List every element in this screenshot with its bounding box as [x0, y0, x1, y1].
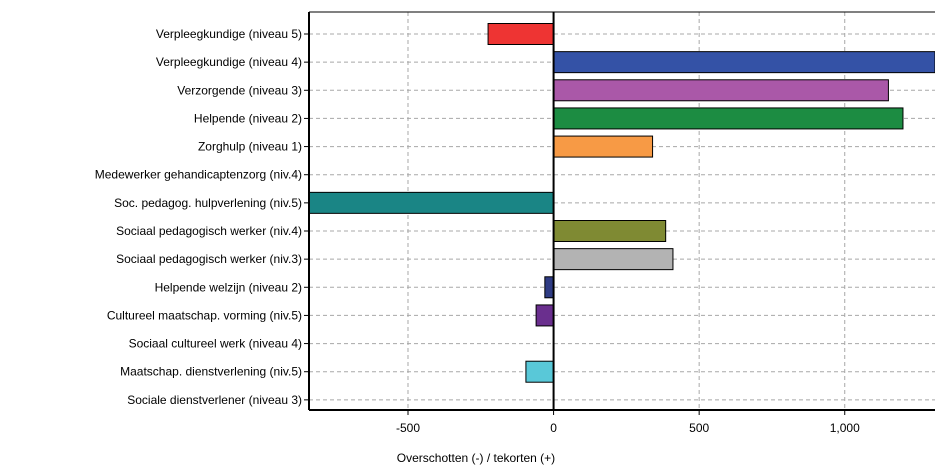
category-label: Medewerker gehandicaptenzorg (niv.4) [95, 168, 302, 182]
x-tick-label: -500 [396, 421, 420, 435]
bar [487, 23, 555, 45]
category-label: Verpleegkundige (niveau 4) [156, 55, 302, 69]
category-label: Cultureel maatschap. vorming (niv.5) [107, 308, 302, 322]
bar [535, 304, 555, 327]
bar [553, 135, 654, 158]
x-tick-label: 500 [689, 421, 709, 435]
bar [553, 51, 935, 74]
category-label: Soc. pedagog. hulpverlening (niv.5) [114, 196, 302, 210]
category-label: Sociaal cultureel werk (niveau 4) [129, 337, 302, 351]
category-labels: Verpleegkundige (niveau 5) Verpleegkundig… [95, 27, 302, 407]
category-label: Sociaal pedagogisch werker (niv.3) [116, 252, 302, 266]
category-label: Helpende welzijn (niveau 2) [155, 280, 302, 294]
category-label: Helpende (niveau 2) [194, 111, 302, 125]
axes [304, 11, 935, 415]
category-label: Maatschap. dienstverlening (niv.5) [120, 365, 302, 379]
x-axis-title: Overschotten (-) / tekorten (+) [397, 451, 555, 465]
x-tick-label: 0 [550, 421, 557, 435]
bar [553, 248, 674, 271]
bar [553, 220, 667, 242]
category-label: Zorghulp (niveau 1) [198, 140, 302, 154]
bar [525, 360, 555, 383]
category-label: Sociaal pedagogisch werker (niv.4) [116, 224, 302, 238]
x-tick-labels: -500 0 500 1,000 [396, 421, 860, 435]
bar [553, 107, 904, 130]
category-label: Verpleegkundige (niveau 5) [156, 27, 302, 41]
category-label: Sociale dienstverlener (niveau 3) [127, 393, 302, 407]
bar [308, 191, 555, 214]
bar [544, 276, 555, 299]
x-tick-label: 1,000 [830, 421, 860, 435]
bar [553, 79, 889, 102]
category-label: Verzorgende (niveau 3) [177, 83, 302, 97]
